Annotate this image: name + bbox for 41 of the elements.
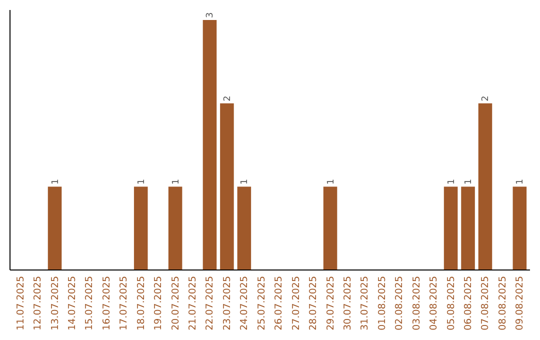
x-tick-label: 14.07.2025: [66, 276, 78, 330]
data-label: 1: [50, 178, 61, 185]
data-label: 1: [326, 178, 336, 185]
x-tick-label: 30.07.2025: [342, 276, 354, 330]
data-label: 2: [222, 96, 233, 102]
x-tick-label: 05.08.2025: [446, 276, 457, 330]
x-tick-label: 12.07.2025: [32, 276, 44, 330]
x-tick-label: 06.08.2025: [463, 276, 474, 330]
x-tick-label: 21.07.2025: [188, 276, 199, 330]
x-tick-label: 08.08.2025: [497, 276, 508, 330]
x-tick-label: 13.07.2025: [50, 276, 61, 330]
x-tick-label: 24.07.2025: [239, 276, 250, 330]
x-tick-label: 02.08.2025: [394, 276, 406, 330]
x-tick-label: 09.08.2025: [514, 276, 526, 330]
x-tick-label: 29.07.2025: [325, 276, 336, 330]
x-tick-label: 15.07.2025: [84, 276, 96, 330]
x-tick-label: 01.08.2025: [376, 276, 388, 330]
x-tick-label: 27.07.2025: [290, 276, 302, 330]
x-tick-label: 07.08.2025: [480, 276, 492, 330]
data-label: 3: [206, 12, 216, 18]
x-tick-label: 23.07.2025: [222, 276, 233, 330]
data-label: 2: [481, 96, 492, 102]
data-label: 1: [516, 178, 526, 185]
x-tick-label: 04.08.2025: [428, 276, 440, 330]
x-tick-label: 19.07.2025: [153, 276, 164, 330]
x-tick-label: 11.07.2025: [15, 276, 26, 330]
x-tick-label: 20.07.2025: [170, 276, 182, 330]
x-tick-label: 31.07.2025: [360, 276, 371, 330]
x-tick-label: 18.07.2025: [136, 276, 147, 330]
data-label: 1: [464, 178, 474, 185]
data-label: 1: [136, 178, 147, 185]
x-tick-label: 28.07.2025: [308, 276, 320, 330]
x-tick-label: 22.07.2025: [204, 276, 216, 330]
x-tick-label: 25.07.2025: [256, 276, 268, 330]
x-tick-label: 17.07.2025: [118, 276, 130, 330]
x-tick-label: 16.07.2025: [101, 276, 112, 330]
data-label: 1: [171, 178, 182, 185]
x-tick-label: 26.07.2025: [274, 276, 285, 330]
data-label: 1: [240, 178, 250, 185]
data-label: 1: [446, 178, 457, 185]
x-tick-label: 03.08.2025: [411, 276, 422, 330]
